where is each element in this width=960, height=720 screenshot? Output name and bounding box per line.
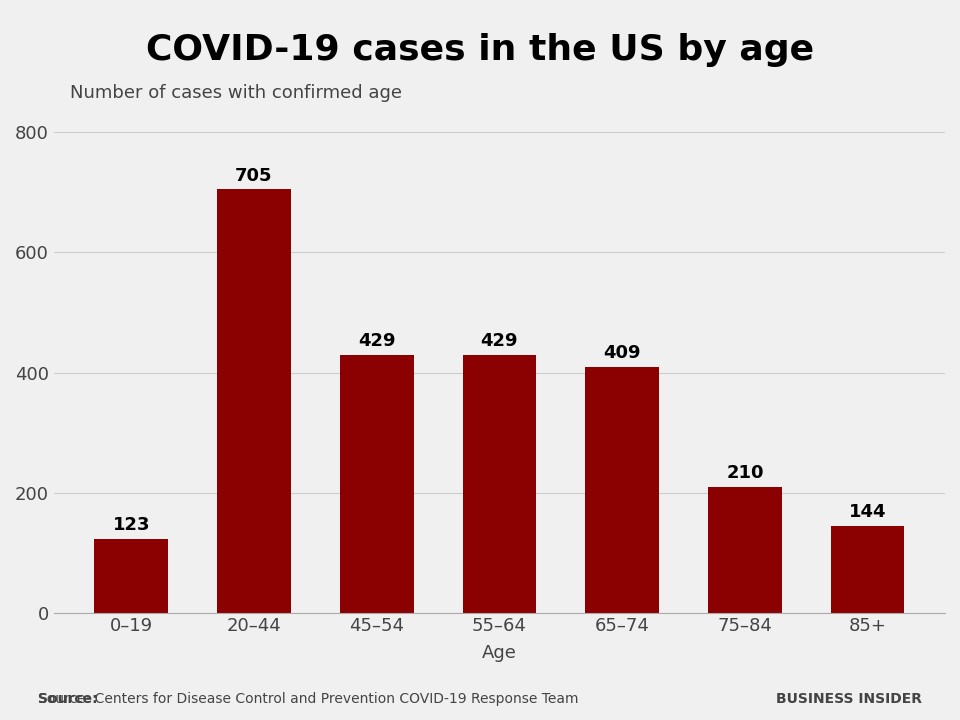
Text: 429: 429: [481, 333, 518, 351]
Bar: [586, 367, 659, 613]
Text: Number of cases with confirmed age: Number of cases with confirmed age: [70, 84, 402, 102]
Text: 123: 123: [112, 516, 150, 534]
Text: COVID-19 cases in the US by age: COVID-19 cases in the US by age: [146, 33, 814, 68]
Text: 429: 429: [358, 333, 396, 351]
Bar: [94, 539, 168, 613]
Text: Source: Centers for Disease Control and Prevention COVID-19 Response Team: Source: Centers for Disease Control and …: [38, 692, 579, 706]
Text: 210: 210: [726, 464, 763, 482]
Text: Source:: Source:: [38, 692, 98, 706]
Text: 409: 409: [604, 344, 641, 362]
Text: 144: 144: [849, 503, 886, 521]
Bar: [340, 355, 414, 613]
Bar: [708, 487, 781, 613]
Text: 705: 705: [235, 166, 273, 184]
Bar: [830, 526, 904, 613]
Text: BUSINESS INSIDER: BUSINESS INSIDER: [776, 692, 922, 706]
Bar: [217, 189, 291, 613]
X-axis label: Age: Age: [482, 644, 516, 662]
Bar: [463, 355, 537, 613]
